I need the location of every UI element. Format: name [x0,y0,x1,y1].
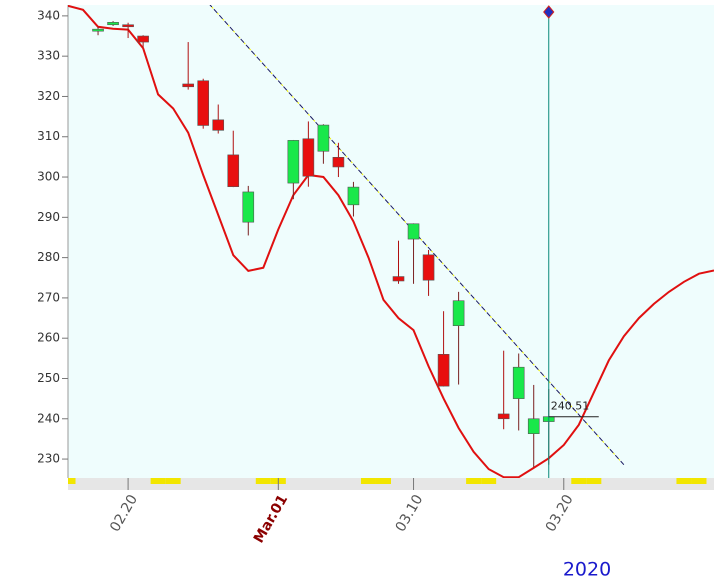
y-tick-label: 320 [37,89,60,103]
candle-body [347,186,360,206]
candle-body [317,124,330,152]
weekend-marker [360,478,376,484]
plot-marks [68,5,714,478]
candle-body [407,223,420,240]
plot-area [68,5,714,478]
candle-body [197,80,210,126]
candle-body [122,24,134,28]
candle-body [392,276,405,282]
weekend-marker [586,478,602,484]
cursor-value-label: 240.51 [551,400,590,413]
candle-body [332,156,345,168]
candle-body [512,366,525,399]
y-tick-label: 300 [37,170,60,184]
candle-body [212,119,225,131]
weekend-marker [165,478,181,484]
weekend-marker [466,478,482,484]
candle-body [137,35,149,43]
candle-body [107,22,119,26]
candle-body [287,140,300,184]
y-tick-label: 260 [37,331,60,345]
weekend-marker [150,478,166,484]
weekend-marker [375,478,391,484]
candle-body [182,83,194,88]
weekend-marker [571,478,587,484]
y-tick-label: 340 [37,8,60,22]
weekend-marker [691,478,707,484]
candle-body [422,254,435,281]
x-tick-label: 03.20 [543,492,577,535]
candle-body [242,191,255,223]
year-label: 2020 [563,559,611,581]
candle-body [452,300,465,327]
weekend-marker [68,478,76,484]
y-tick-label: 290 [37,210,60,224]
candle-body [497,413,510,420]
candle-body [527,418,540,434]
candle-body [437,354,450,387]
weekend-marker [481,478,497,484]
candle-body [302,138,315,177]
x-tick-label: 02.20 [107,492,141,535]
candle-body [227,154,240,188]
overlay: 240.51 [543,5,599,478]
x-tick-label: Mar.01 [251,492,291,546]
candle-body [92,28,104,32]
x-tick-label: 03.10 [393,492,427,535]
weekend-marker [255,478,271,484]
cursor-marker [543,5,555,19]
y-tick-label: 230 [37,452,60,466]
y-tick-label: 240 [37,411,60,425]
y-tick-label: 310 [37,129,60,143]
curve-line [68,5,714,478]
weekend-marker [676,478,692,484]
y-tick-label: 270 [37,290,60,304]
y-tick-label: 330 [37,49,60,63]
y-tick-label: 280 [37,250,60,264]
y-tick-label: 250 [37,371,60,385]
